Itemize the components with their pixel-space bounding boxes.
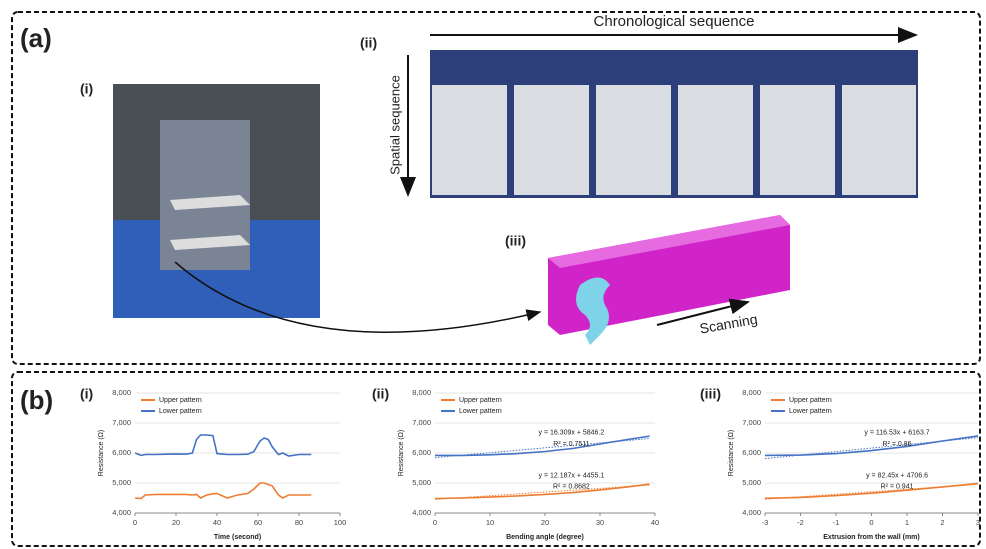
y-tick-label: 5,000 <box>412 478 431 487</box>
annotation: y = 16.309x + 5846.2 <box>539 429 605 436</box>
legend-label: Lower pattern <box>789 408 832 415</box>
y-tick-label: 8,000 <box>112 388 131 397</box>
y-axis-label: Resistance (Ω) <box>398 430 405 476</box>
x-tick-label: 40 <box>213 518 221 527</box>
image-strip <box>430 50 918 198</box>
x-tick-label: 1 <box>905 518 909 527</box>
y-tick-label: 4,000 <box>412 508 431 517</box>
arrow-label: Scanning <box>698 311 758 337</box>
x-tick-label: 20 <box>172 518 180 527</box>
x-tick-label: 3 <box>976 518 980 527</box>
photo-part <box>678 85 753 195</box>
annotation: R² = 0.8682 <box>553 484 590 491</box>
sub-label: (ii) <box>360 35 377 51</box>
chart-label: (ii) <box>372 386 389 402</box>
x-tick-label: -2 <box>797 518 804 527</box>
legend-label: Upper pattern <box>789 397 832 404</box>
legend-label: Lower pattern <box>159 408 202 415</box>
y-tick-label: 4,000 <box>112 508 131 517</box>
legend-label: Upper pattern <box>459 397 502 404</box>
y-tick-label: 7,000 <box>742 418 761 427</box>
annotation: y = 12.187x + 4455.1 <box>539 472 605 479</box>
figure: (a) (i) (ii) Chronological sequence Spat… <box>0 0 986 549</box>
arrow-label: Spatial sequence <box>387 75 402 175</box>
data-line <box>435 484 650 498</box>
x-tick-label: 100 <box>334 518 347 527</box>
x-tick-label: 30 <box>596 518 604 527</box>
y-tick-label: 8,000 <box>412 388 431 397</box>
panel-label: (a) <box>20 23 52 53</box>
data-line <box>435 436 650 455</box>
x-tick-label: 20 <box>541 518 549 527</box>
x-axis-label: Time (second) <box>214 534 261 541</box>
annotation: y = 116.53x + 6163.7 <box>864 429 929 436</box>
y-tick-label: 6,000 <box>112 448 131 457</box>
x-tick-label: -1 <box>833 518 840 527</box>
x-axis-label: Extrusion from the wall (mm) <box>823 534 919 541</box>
photo-part <box>760 85 835 195</box>
y-tick-label: 4,000 <box>742 508 761 517</box>
panel-label: (b) <box>20 385 53 415</box>
sub-label: (i) <box>80 81 93 97</box>
arrow-label: Chronological sequence <box>594 13 755 30</box>
x-tick-label: 0 <box>433 518 437 527</box>
y-tick-label: 7,000 <box>412 418 431 427</box>
scan-object <box>576 278 610 346</box>
chart-label: (iii) <box>700 386 721 402</box>
legend-label: Upper pattern <box>159 397 202 404</box>
photo-part <box>596 85 671 195</box>
annotation: R² = 0.7511 <box>553 441 589 448</box>
y-axis-label: Resistance (Ω) <box>98 430 105 476</box>
y-axis-label: Resistance (Ω) <box>728 430 735 476</box>
photo-part <box>842 85 916 195</box>
y-tick-label: 8,000 <box>742 388 761 397</box>
page: (a) (i) (ii) Chronological sequence Spat… <box>0 0 986 549</box>
x-tick-label: 80 <box>295 518 303 527</box>
x-tick-label: 0 <box>869 518 873 527</box>
x-tick-label: -3 <box>762 518 769 527</box>
annotation: R² = 0.941 <box>881 484 914 491</box>
chart-label: (i) <box>80 386 93 402</box>
annotation: y = 82.45x + 4706.6 <box>866 472 928 479</box>
data-line <box>765 484 978 499</box>
y-tick-label: 5,000 <box>112 478 131 487</box>
data-line <box>135 483 311 499</box>
x-tick-label: 40 <box>651 518 659 527</box>
y-tick-label: 6,000 <box>742 448 761 457</box>
x-tick-label: 60 <box>254 518 262 527</box>
x-tick-label: 2 <box>940 518 944 527</box>
sub-label: (iii) <box>505 233 526 249</box>
photo-part <box>514 85 589 195</box>
x-tick-label: 0 <box>133 518 137 527</box>
x-axis-label: Bending angle (degree) <box>506 534 584 541</box>
y-tick-label: 5,000 <box>742 478 761 487</box>
photo-part <box>432 85 507 195</box>
y-tick-label: 6,000 <box>412 448 431 457</box>
data-line <box>765 436 978 456</box>
annotation: R² = 0.86 <box>883 441 912 448</box>
y-tick-label: 7,000 <box>112 418 131 427</box>
x-tick-label: 10 <box>486 518 494 527</box>
legend-label: Lower pattern <box>459 408 502 415</box>
